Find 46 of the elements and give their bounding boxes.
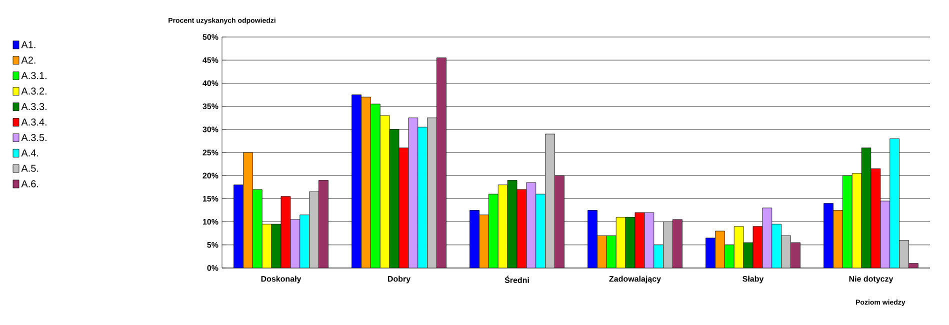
bar [488,194,498,268]
y-tick-label: 30% [202,126,218,132]
legend-label: A.3.1. [21,72,46,80]
x-tick-label: Średni [504,276,529,283]
bar [370,104,380,268]
legend-label: A.3.3. [21,103,46,110]
y-tick-label: 35% [202,103,218,110]
bar [781,235,791,268]
legend-label: A.3.4. [21,118,46,126]
bar [654,244,664,268]
legend-label: A.4. [21,149,38,156]
bar [724,244,734,268]
x-tick-label: Zadowalający [609,276,661,284]
y-tick-label: 0% [207,265,218,271]
x-tick-label: Nie dotyczy [849,276,894,284]
legend-label: A.6. [21,180,38,188]
y-tick-label: 25% [202,150,218,156]
legend-label: A.3.5. [21,134,46,142]
bar [427,118,437,268]
y-tick-label: 5% [207,242,218,248]
bar [606,235,616,268]
y-tick-label: 10% [202,218,218,225]
y-tick-label: 40% [202,80,218,86]
bar [380,115,390,268]
bar [890,138,900,268]
y-tick-label: 15% [202,196,218,202]
y-tick-label: 45% [202,57,218,63]
y-tick-label: 20% [202,172,218,178]
x-tick-label: Doskonały [261,276,302,284]
legend-label: A1. [21,41,36,48]
bar [309,192,319,268]
y-tick-label: 50% [202,34,218,40]
bar [772,224,782,268]
x-tick-label: Słaby [742,276,764,284]
bar [536,194,546,268]
bar [842,175,852,268]
x-tick-label: Dobry [388,276,411,284]
bar [300,214,310,268]
bar [545,134,555,268]
bar [663,222,673,268]
bar [252,189,262,268]
legend-label: A2. [21,56,36,64]
legend-label: A.5. [21,164,38,172]
legend-label: A.3.2. [21,88,46,95]
bar [899,240,909,268]
bar [418,126,428,268]
